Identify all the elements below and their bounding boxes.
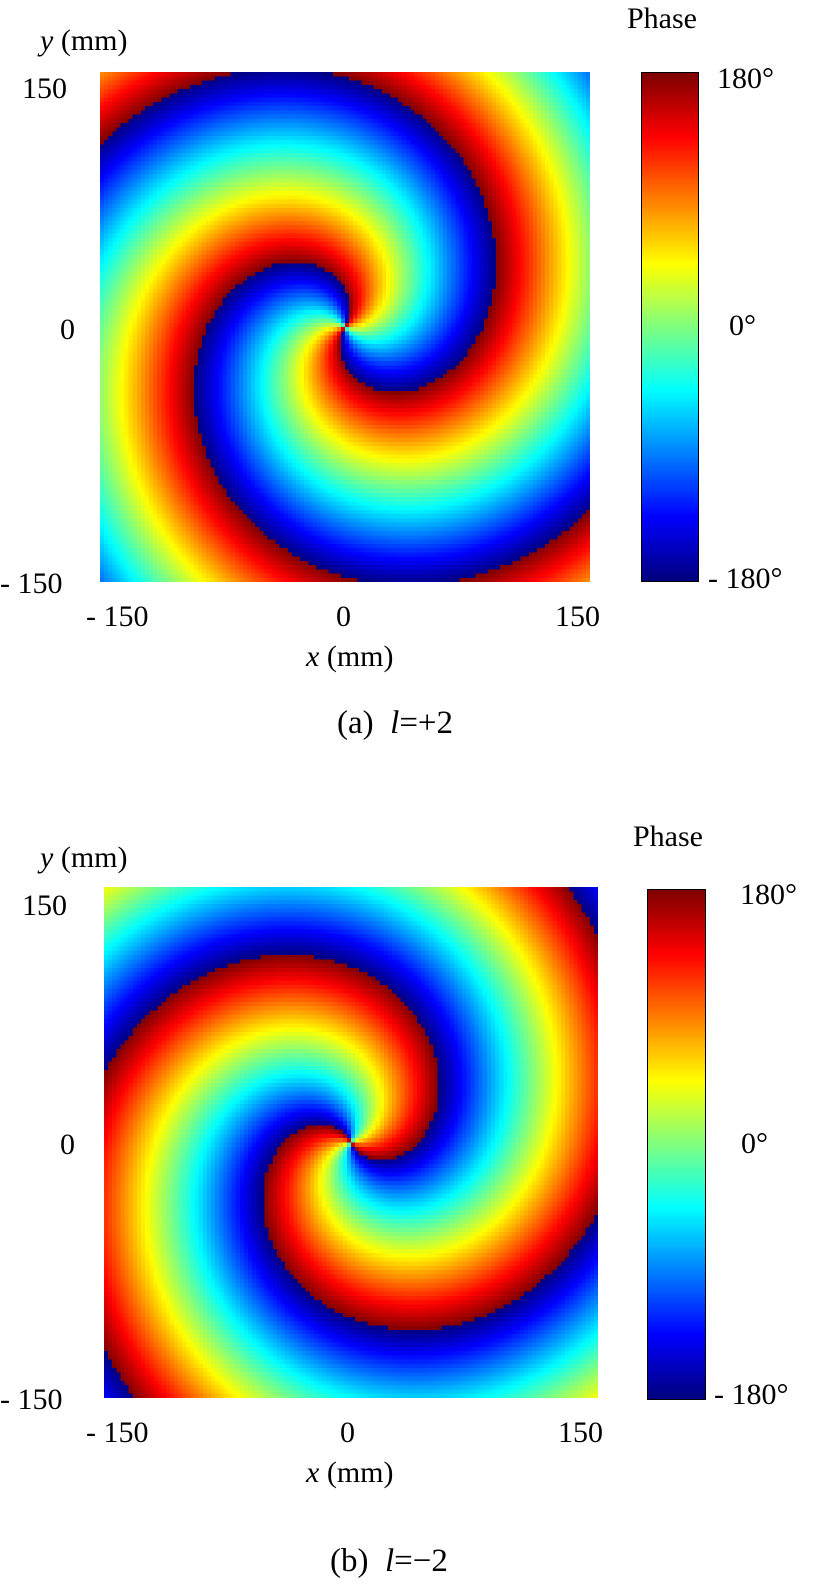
y-tick-label: - 150 bbox=[0, 567, 63, 600]
y-axis-label: y (mm) bbox=[40, 24, 128, 57]
y-tick-label: - 150 bbox=[0, 1383, 63, 1416]
phase-map-heatmap bbox=[100, 72, 590, 582]
colorbar bbox=[641, 72, 699, 582]
y-axis-label: y (mm) bbox=[40, 841, 128, 874]
colorbar-tick-label: 0° bbox=[729, 309, 756, 342]
x-tick-label: - 150 bbox=[86, 1416, 149, 1449]
colorbar-tick-label: 180° bbox=[740, 878, 797, 911]
x-tick-label: 0 bbox=[340, 1416, 355, 1449]
x-axis-label: x (mm) bbox=[306, 640, 394, 673]
y-tick-label: 150 bbox=[22, 72, 67, 105]
colorbar-title: Phase bbox=[633, 820, 703, 853]
colorbar bbox=[647, 889, 706, 1400]
panel-caption: (b) l=−2 bbox=[330, 1543, 448, 1579]
x-tick-label: 150 bbox=[555, 600, 600, 633]
colorbar-title: Phase bbox=[627, 2, 697, 35]
y-tick-label: 0 bbox=[60, 1128, 75, 1161]
x-tick-label: - 150 bbox=[86, 600, 149, 633]
x-tick-label: 0 bbox=[336, 600, 351, 633]
colorbar-tick-label: - 180° bbox=[708, 562, 783, 595]
x-axis-label: x (mm) bbox=[306, 1456, 394, 1489]
colorbar-tick-label: - 180° bbox=[714, 1378, 789, 1411]
chart-panel-a: y (mm) Phase 150 0 - 150 180° 0° - 180° … bbox=[0, 0, 827, 780]
colorbar-tick-label: 0° bbox=[741, 1127, 768, 1160]
colorbar-tick-label: 180° bbox=[717, 62, 774, 95]
panel-caption: (a) l=+2 bbox=[337, 705, 454, 741]
x-tick-label: 150 bbox=[558, 1416, 603, 1449]
y-tick-label: 0 bbox=[60, 313, 75, 346]
phase-map-heatmap bbox=[104, 887, 598, 1398]
y-tick-label: 150 bbox=[22, 889, 67, 922]
chart-panel-b: y (mm) Phase 150 0 - 150 180° 0° - 180° … bbox=[0, 808, 827, 1592]
